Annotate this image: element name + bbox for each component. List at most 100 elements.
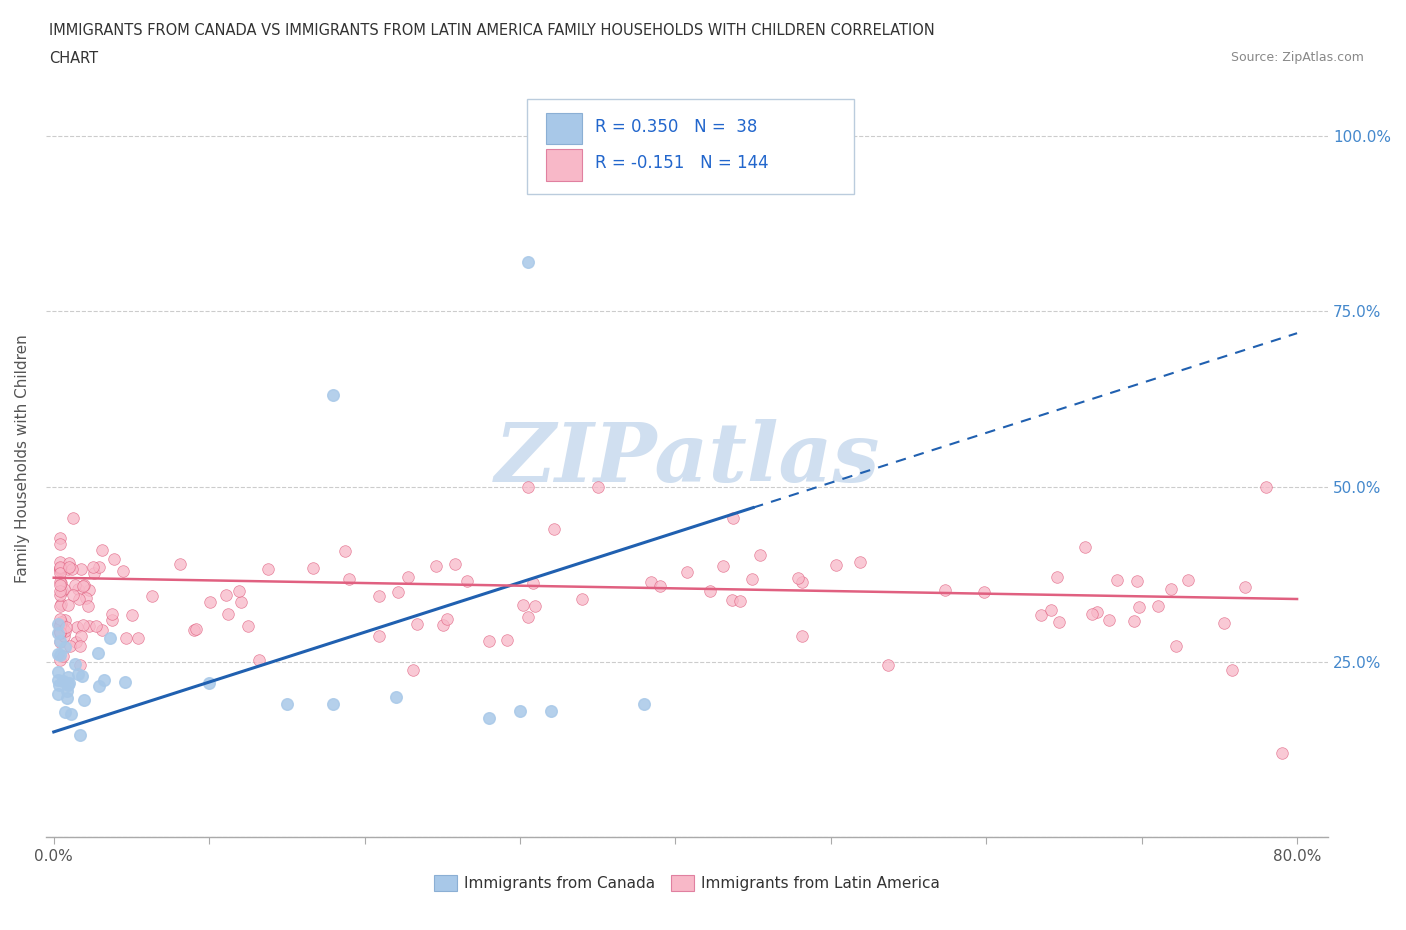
Point [49, 575, 72, 590]
Point [70, 669, 93, 684]
Point [87, 560, 110, 575]
Point [60, 562, 83, 577]
Point [49, 588, 72, 603]
Point [516, 479, 538, 494]
Point [675, 565, 697, 579]
Point [322, 388, 344, 403]
Point [1122, 614, 1144, 629]
Point [48, 673, 70, 688]
Point [49, 531, 72, 546]
Point [66, 619, 89, 634]
Point [65, 634, 87, 649]
Point [62, 511, 84, 525]
Point [337, 571, 360, 586]
Point [478, 633, 501, 648]
Point [77, 583, 100, 598]
Point [77, 599, 100, 614]
Point [63, 657, 86, 671]
Point [49, 623, 72, 638]
Point [402, 662, 425, 677]
Point [49, 562, 72, 577]
Point [69, 562, 91, 577]
Point [633, 697, 655, 711]
Point [849, 554, 872, 569]
Point [48, 633, 70, 648]
Point [214, 588, 236, 603]
Point [77, 619, 100, 634]
Point [53, 629, 76, 644]
Point [543, 522, 565, 537]
Point [52, 620, 75, 635]
Point [540, 703, 562, 718]
Point [217, 607, 239, 622]
Point [141, 588, 163, 603]
Point [69, 658, 91, 672]
Point [1213, 615, 1236, 630]
Point [1160, 582, 1182, 597]
Point [51, 576, 73, 591]
Point [49, 599, 72, 614]
Point [1098, 613, 1121, 628]
Text: Source: ZipAtlas.com: Source: ZipAtlas.com [1230, 51, 1364, 64]
Point [721, 511, 744, 525]
Text: CHART: CHART [49, 51, 98, 66]
Point [103, 552, 125, 567]
Text: R = -0.151   N = 144: R = -0.151 N = 144 [595, 154, 768, 172]
Point [58, 676, 80, 691]
Point [55, 684, 77, 698]
Point [387, 585, 409, 600]
Point [69, 639, 91, 654]
Point [69, 728, 91, 743]
Point [444, 557, 467, 572]
Point [184, 621, 207, 636]
Point [512, 598, 534, 613]
Point [53, 704, 76, 719]
Point [49, 597, 72, 612]
Point [49, 561, 72, 576]
Point [522, 576, 544, 591]
Point [91, 622, 114, 637]
Point [56, 670, 79, 684]
Point [748, 548, 770, 563]
Point [101, 606, 124, 621]
Point [711, 559, 734, 574]
Point [720, 592, 742, 607]
Point [73, 693, 96, 708]
Point [516, 255, 538, 270]
Point [49, 563, 72, 578]
Point [824, 557, 846, 572]
Point [228, 584, 250, 599]
Text: ZIPatlas: ZIPatlas [495, 418, 880, 498]
Point [56, 677, 79, 692]
Bar [546, 149, 582, 180]
Point [66, 666, 89, 681]
Text: IMMIGRANTS FROM CANADA VS IMMIGRANTS FROM LATIN AMERICA FAMILY HOUSEHOLDS WITH C: IMMIGRANTS FROM CANADA VS IMMIGRANTS FRO… [49, 23, 935, 38]
Point [384, 689, 406, 704]
Point [456, 573, 478, 588]
Point [1233, 579, 1256, 594]
Point [741, 572, 763, 587]
Point [1046, 569, 1069, 584]
Point [62, 588, 84, 603]
Point [1147, 599, 1170, 614]
Point [1177, 573, 1199, 588]
Point [335, 544, 357, 559]
Point [1254, 479, 1277, 494]
Point [1047, 614, 1070, 629]
Point [49, 537, 72, 551]
Point [1081, 606, 1104, 621]
Point [49, 565, 72, 580]
Point [586, 479, 609, 494]
Point [72, 578, 94, 593]
Point [86, 618, 108, 633]
Point [1270, 746, 1292, 761]
Point [1074, 539, 1097, 554]
Point [101, 613, 124, 628]
Point [432, 618, 454, 632]
Point [406, 617, 429, 631]
Point [114, 675, 136, 690]
Point [87, 645, 110, 660]
Point [183, 622, 205, 637]
Point [65, 578, 87, 592]
Point [49, 647, 72, 662]
